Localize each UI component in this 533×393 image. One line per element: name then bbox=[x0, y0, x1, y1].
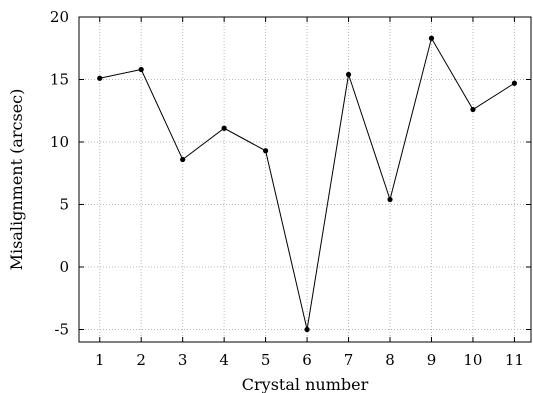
data-point bbox=[180, 156, 186, 163]
series-line bbox=[99, 36, 515, 330]
data-point bbox=[428, 35, 435, 41]
data-point bbox=[263, 148, 269, 154]
data-point bbox=[304, 326, 310, 333]
data-point bbox=[221, 125, 227, 131]
x-tick-label: 4 bbox=[219, 351, 229, 369]
data-point bbox=[387, 196, 393, 203]
data-point bbox=[345, 71, 352, 78]
y-tick-label: 20 bbox=[50, 8, 69, 26]
data-series bbox=[97, 35, 518, 333]
y-tick-label: -5 bbox=[54, 321, 69, 339]
y-axis-label: Misalignment (arcsec) bbox=[7, 89, 26, 271]
plot-frame bbox=[78, 16, 532, 343]
ticks: 1 2 3 4 5 6 7 8 9 10 11 -5 0 5 10 15 20 bbox=[50, 8, 531, 369]
data-point bbox=[511, 80, 518, 86]
x-tick-label: 11 bbox=[505, 351, 524, 369]
x-tick-label: 10 bbox=[463, 351, 482, 369]
x-tick-label: 1 bbox=[95, 351, 105, 369]
grid bbox=[79, 16, 531, 342]
data-point bbox=[97, 75, 103, 81]
data-point bbox=[138, 66, 144, 73]
x-tick-label: 6 bbox=[302, 351, 312, 369]
y-tick-label: 15 bbox=[50, 71, 69, 89]
y-tick-label: 5 bbox=[59, 196, 69, 214]
x-tick-label: 9 bbox=[427, 351, 437, 369]
x-tick-label: 8 bbox=[385, 351, 395, 369]
x-tick-label: 5 bbox=[261, 351, 271, 369]
y-tick-label: 10 bbox=[50, 133, 69, 151]
x-tick-label: 7 bbox=[344, 351, 354, 369]
x-tick-label: 3 bbox=[178, 351, 188, 369]
y-tick-label: 0 bbox=[59, 258, 69, 276]
data-point bbox=[470, 106, 476, 113]
x-tick-label: 2 bbox=[136, 351, 146, 369]
x-axis-label: Crystal number bbox=[242, 375, 369, 393]
